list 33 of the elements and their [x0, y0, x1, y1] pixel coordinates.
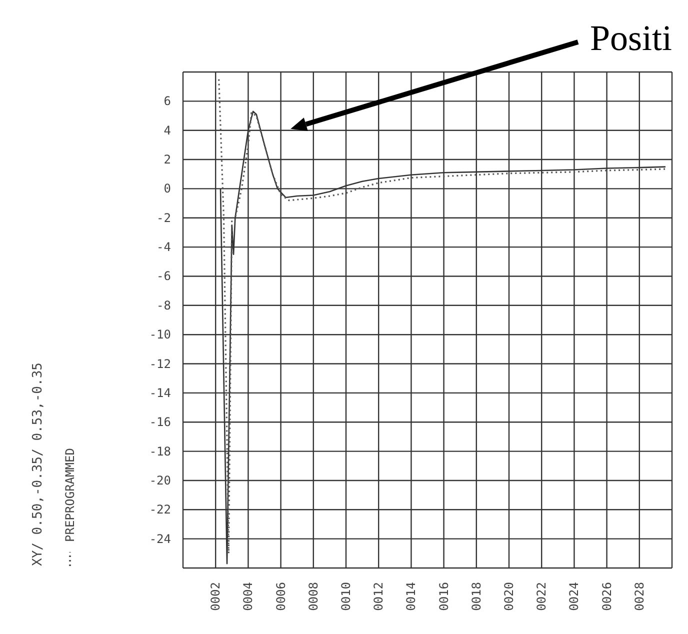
y-tick-label: 4: [164, 123, 171, 138]
y-tick-label: 2: [164, 152, 171, 167]
y-tick-label: 6: [164, 94, 171, 108]
text: PREPROGRAMMED: [63, 448, 77, 542]
y-tick-label: -10: [149, 328, 171, 342]
x-tick-label: 0010: [339, 582, 353, 611]
x-tick-label: 0016: [436, 582, 451, 611]
y-tick-label: -2: [156, 210, 171, 225]
x-tick-label: 0018: [469, 582, 484, 611]
y-tick-label: -20: [149, 473, 171, 488]
y-tick-label: -4: [156, 240, 171, 254]
y-tick-label: -6: [156, 269, 171, 284]
y-tick-label: -18: [149, 444, 171, 458]
y-tick-label: 0: [164, 182, 171, 196]
y-tick-label: -12: [149, 356, 171, 371]
y-tick-label: -8: [156, 298, 171, 312]
x-tick-label: 0014: [404, 582, 418, 611]
x-tick-label: 0004: [241, 582, 256, 611]
x-tick-label: 0028: [632, 582, 646, 611]
text: Positi: [590, 18, 672, 58]
x-tick-label: 0024: [567, 582, 582, 611]
y-tick-label: -14: [149, 386, 171, 400]
x-tick-label: 0020: [502, 582, 516, 611]
x-tick-label: 0008: [306, 582, 320, 611]
y-tick-label: -24: [149, 532, 171, 546]
y-tick-label: -16: [149, 415, 171, 430]
x-tick-label: 0006: [274, 582, 288, 611]
y-tick-label: -22: [149, 502, 171, 517]
x-tick-label: 0002: [208, 582, 223, 611]
x-tick-label: 0022: [534, 582, 549, 611]
x-tick-label: 0012: [372, 582, 386, 611]
x-tick-label: 0026: [600, 582, 614, 611]
text: XY/ 0.50,-0.35/ 0.53,-0.35: [30, 362, 46, 566]
